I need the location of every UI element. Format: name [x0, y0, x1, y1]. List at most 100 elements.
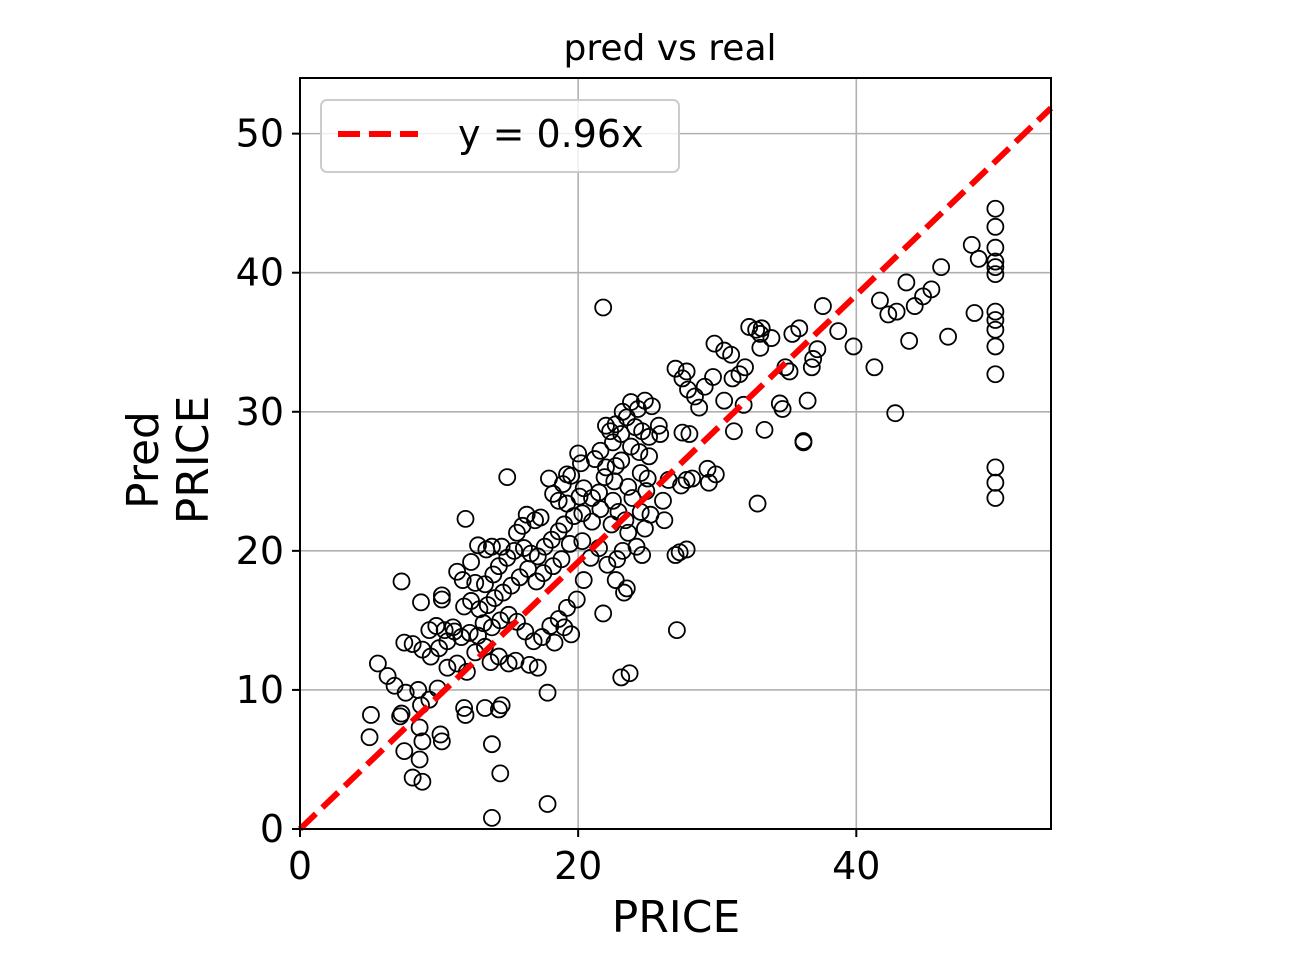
data-point [666, 546, 685, 564]
data-point [986, 337, 1005, 356]
data-point [453, 571, 472, 589]
y-tick-label: 30 [236, 390, 284, 434]
data-point [679, 380, 697, 399]
data-point [448, 654, 467, 673]
legend-label: y = 0.96x [458, 112, 644, 156]
data-point [829, 322, 848, 341]
data-point [667, 621, 686, 640]
data-point [986, 365, 1005, 384]
data-point [617, 579, 636, 598]
y-tick-label: 20 [236, 529, 284, 573]
data-point [410, 718, 429, 737]
data-point [666, 359, 685, 378]
data-point [545, 633, 564, 652]
data-point [540, 469, 558, 488]
data-point [986, 217, 1005, 236]
data-point [489, 700, 508, 719]
data-point [573, 504, 592, 523]
data-point [686, 387, 704, 406]
data-point [481, 653, 500, 672]
data-point [740, 318, 759, 336]
data-point [594, 298, 613, 317]
data-point [598, 555, 617, 574]
data-point [751, 338, 770, 357]
legend-box [320, 99, 680, 173]
data-point [560, 534, 579, 553]
y-axis-label-line1: Pred [118, 411, 169, 509]
data-point [591, 500, 610, 519]
data-point [601, 422, 620, 441]
data-point [466, 573, 485, 592]
data-point [431, 725, 450, 744]
data-point [455, 597, 474, 616]
data-point [517, 505, 536, 524]
data-point [615, 583, 633, 602]
data-point [485, 589, 504, 608]
data-point [699, 473, 718, 492]
data-point [612, 668, 631, 687]
data-point [597, 416, 615, 435]
reference-line [297, 105, 1054, 832]
data-point [633, 546, 652, 564]
data-point [391, 707, 410, 726]
data-point [403, 635, 422, 653]
data-point [939, 327, 957, 346]
data-point [690, 398, 709, 417]
legend: y = 0.96x [320, 99, 680, 173]
data-point [432, 586, 451, 605]
data-point [478, 596, 497, 614]
data-point [535, 537, 554, 556]
data-point [469, 536, 487, 555]
data-point [555, 515, 574, 534]
y-tick-label: 0 [260, 807, 284, 851]
data-point [378, 667, 397, 685]
reference-line-layer [297, 105, 1054, 832]
data-point [638, 469, 657, 488]
x-axis-label: PRICE [612, 892, 741, 943]
x-tick-label: 20 [554, 844, 602, 888]
y-tick-label: 50 [236, 112, 284, 156]
data-point [865, 358, 884, 377]
data-point [555, 618, 574, 637]
data-point [770, 394, 789, 413]
data-point [986, 265, 1005, 283]
data-point [569, 444, 588, 463]
data-point [619, 523, 638, 542]
data-point [887, 302, 906, 321]
data-point [986, 238, 1005, 257]
data-point [360, 728, 379, 747]
data-point [986, 199, 1005, 218]
data-point [804, 350, 823, 368]
data-point [595, 468, 614, 487]
data-point [527, 572, 546, 591]
data-point [897, 273, 916, 292]
data-point [594, 604, 613, 623]
data-point [808, 340, 827, 359]
data-point [395, 633, 414, 652]
data-point [640, 447, 658, 466]
data-point [413, 640, 432, 659]
data-point [886, 404, 905, 423]
data-point [844, 337, 863, 356]
data-point [483, 735, 501, 754]
chart-title: pred vs real [563, 28, 776, 69]
data-point [698, 459, 717, 478]
data-point [604, 491, 622, 510]
data-point [986, 302, 1005, 321]
data-point [623, 489, 642, 507]
data-point [640, 427, 658, 446]
data-point [673, 423, 692, 442]
data-points [360, 199, 1005, 827]
data-point [695, 377, 714, 396]
data-point [432, 590, 451, 609]
data-point [558, 465, 576, 484]
data-point [368, 654, 387, 673]
data-point [677, 362, 696, 381]
x-tick-label: 40 [832, 844, 880, 888]
axis-ticks: 0 20 40 0 10 20 30 40 50 [236, 112, 881, 888]
data-point [498, 468, 517, 487]
data-point [538, 795, 557, 813]
data-point [762, 329, 781, 347]
data-point [492, 696, 511, 715]
data-point [879, 305, 898, 324]
